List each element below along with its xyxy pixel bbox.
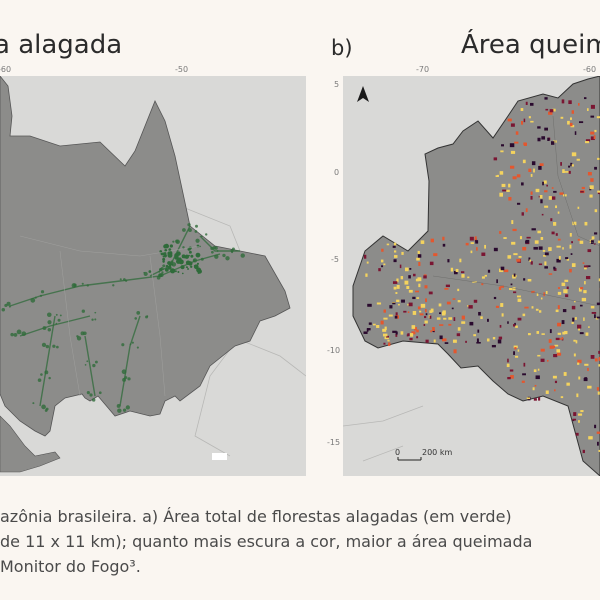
tick-left-b-2: 0 xyxy=(334,168,340,177)
caption-line-2: de 11 x 11 km); quanto mais escura a cor… xyxy=(0,532,533,551)
burned-area-cells xyxy=(363,97,600,454)
caption-line-3: Monitor do Fogo³. xyxy=(0,557,141,576)
panel-b-label: b) xyxy=(331,36,353,60)
panel-a-title: a alagada xyxy=(0,30,123,60)
north-arrow-icon xyxy=(356,86,370,102)
tick-left-b-4: -10 xyxy=(327,346,341,355)
tick-left-b-1: 5 xyxy=(334,80,340,89)
scale-zero: 0 xyxy=(395,448,401,457)
caption-line-1: azônia brasileira. a) Área total de flor… xyxy=(0,507,512,526)
scale-label: 200 km xyxy=(422,448,453,457)
amazon-region-shape xyxy=(0,76,291,437)
amazon-region-shape xyxy=(352,76,600,476)
tick-left-b-3: -5 xyxy=(331,255,339,264)
tick-top-b-2: -60 xyxy=(583,65,597,74)
flooded-forest-network xyxy=(1,223,245,413)
tick-top-b-1: -70 xyxy=(416,65,430,74)
tick-top-a-1: -60 xyxy=(0,65,12,74)
flooded-area-map xyxy=(0,76,306,476)
panel-b-title: Área queim xyxy=(461,30,600,60)
figure-caption: azônia brasileira. a) Área total de flor… xyxy=(0,504,600,579)
tick-top-a-2: -50 xyxy=(175,65,189,74)
tick-left-b-5: -15 xyxy=(327,438,341,447)
burned-area-map xyxy=(343,76,600,476)
